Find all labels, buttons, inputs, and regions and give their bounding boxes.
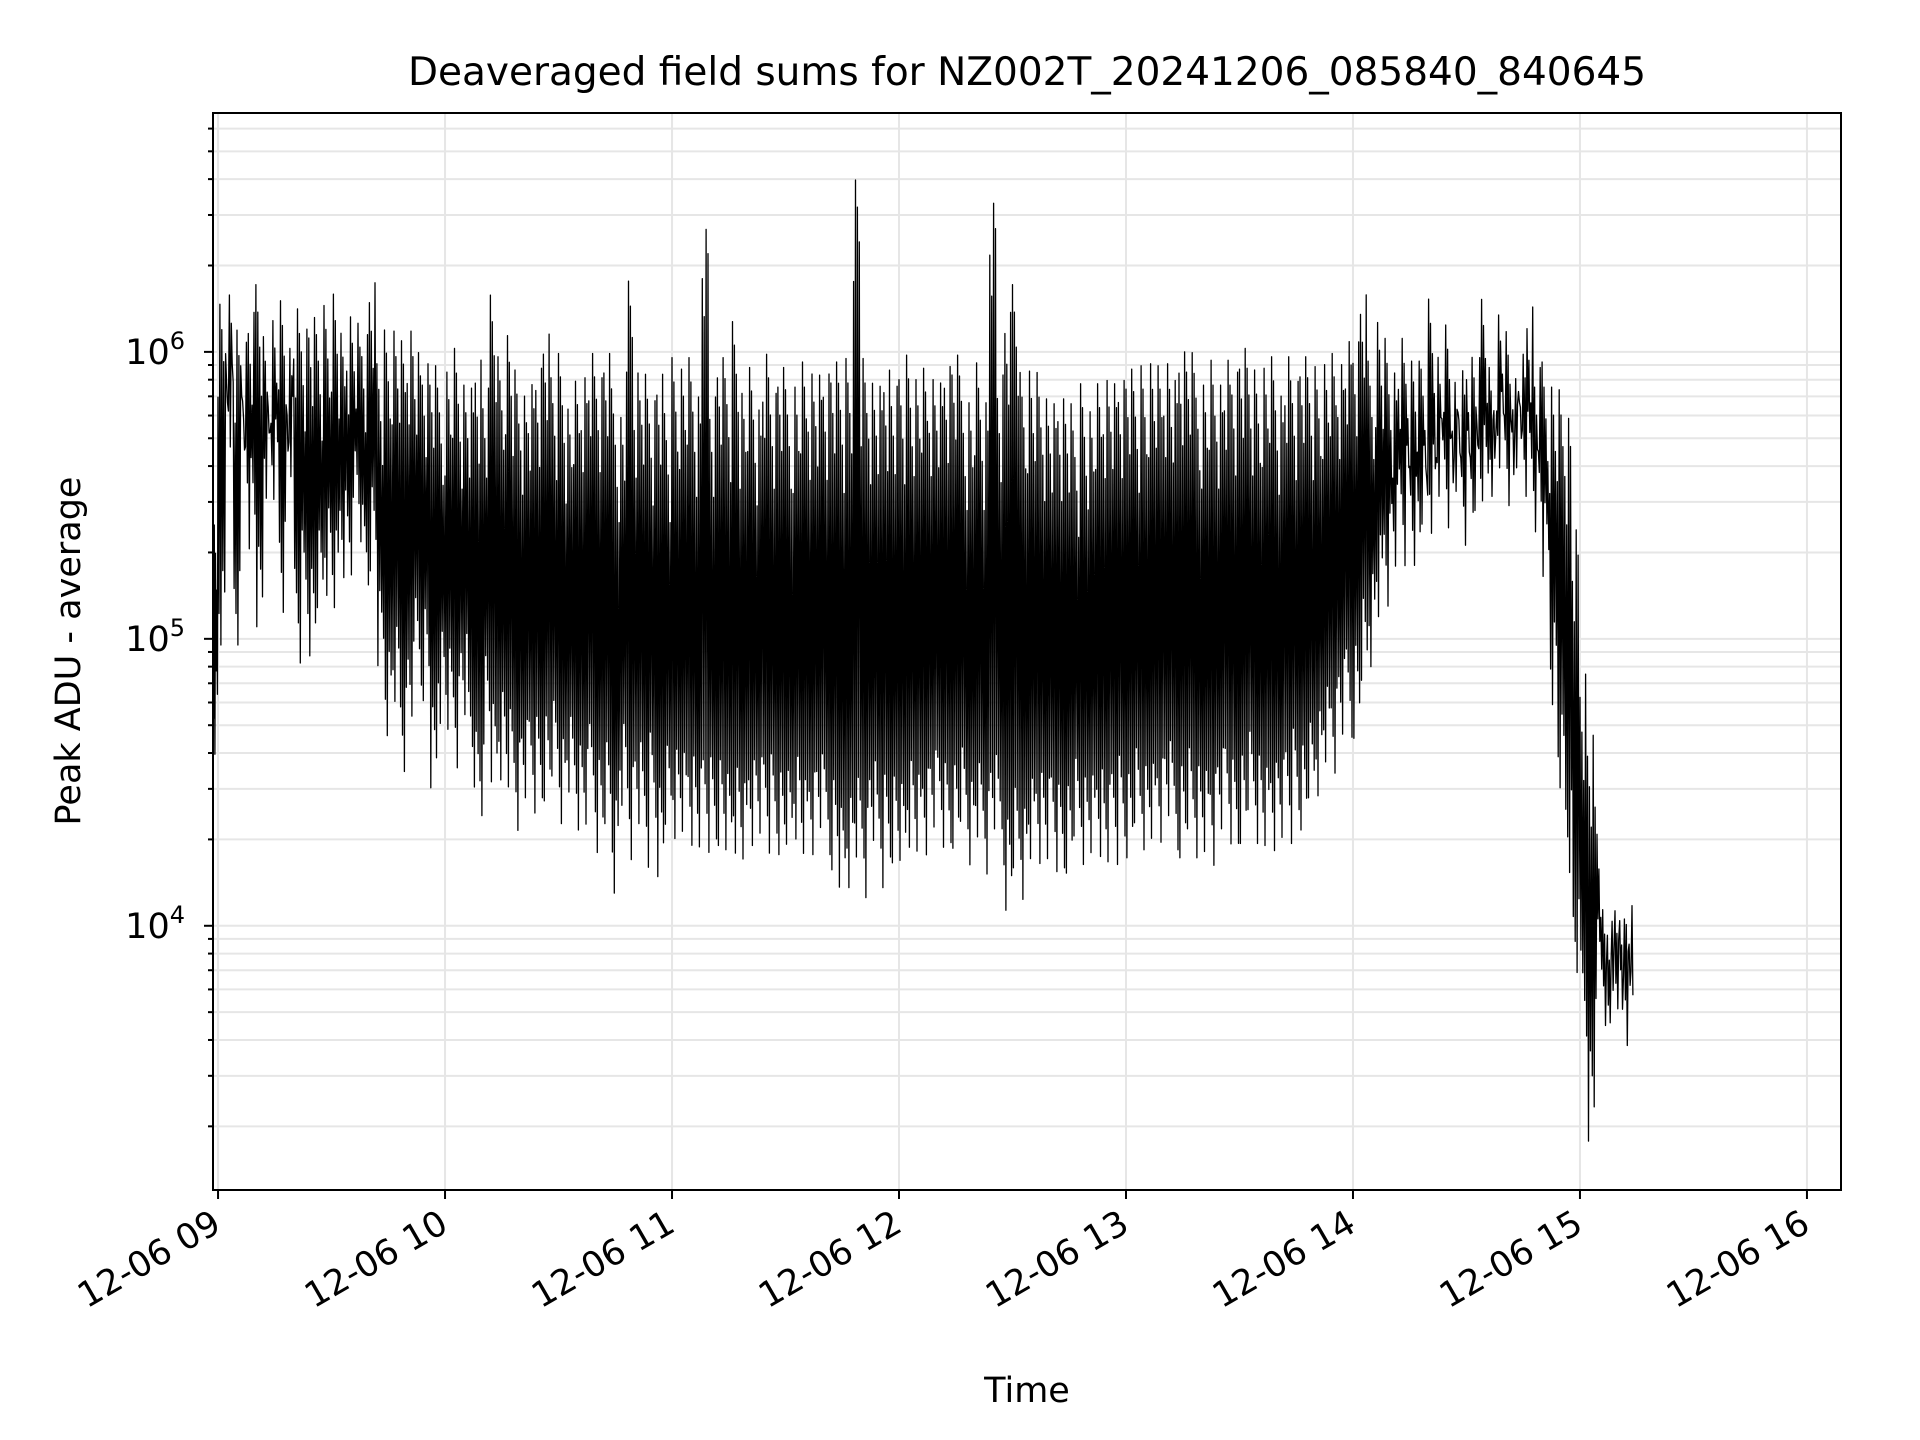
y-axis-label: Peak ADU - average (49, 477, 89, 826)
x-axis-label: Time (983, 1371, 1070, 1411)
data-series-line (212, 179, 1634, 1142)
y-tick-exponent: 4 (170, 901, 185, 929)
y-tick-base: 10 (125, 907, 170, 947)
chart-title: Deaveraged field sums for NZ002T_2024120… (408, 50, 1646, 95)
plot-area (212, 179, 1634, 1142)
y-tick-label: 104 (125, 901, 185, 947)
y-tick-base: 10 (125, 333, 170, 373)
y-tick-exponent: 6 (170, 327, 185, 355)
y-tick-base: 10 (125, 620, 170, 660)
y-tick-label: 105 (125, 614, 185, 660)
y-tick-label: 106 (125, 327, 185, 373)
y-tick-exponent: 5 (170, 614, 185, 642)
